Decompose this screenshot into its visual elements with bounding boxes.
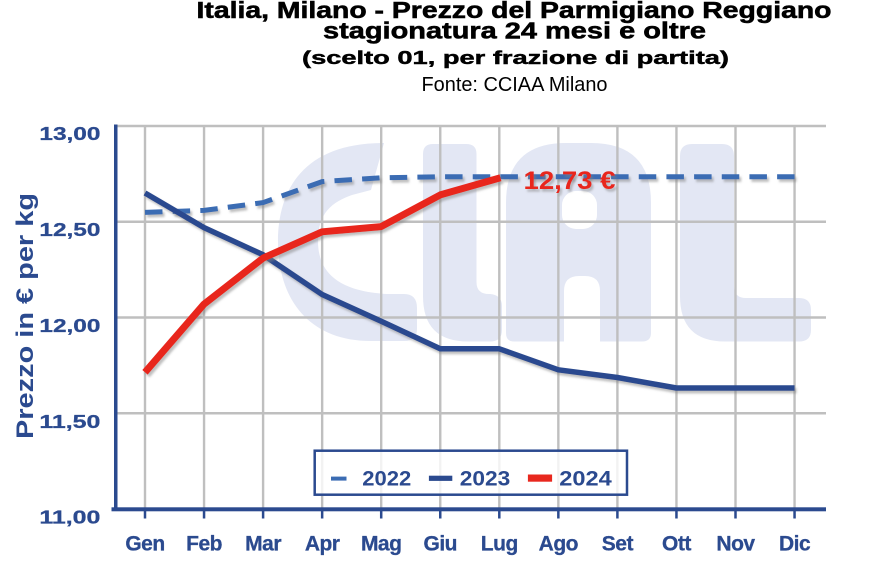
svg-text:Giu: Giu	[424, 533, 458, 556]
svg-text:12,73 €: 12,73 €	[524, 167, 616, 195]
svg-text:stagionatura 24 mesi e oltre: stagionatura 24 mesi e oltre	[323, 18, 706, 44]
svg-text:(scelto 01, per frazione di pa: (scelto 01, per frazione di partita)	[302, 47, 729, 68]
svg-text:12,00: 12,00	[39, 315, 100, 336]
svg-text:2023: 2023	[460, 468, 511, 491]
svg-text:Set: Set	[602, 533, 634, 556]
svg-text:Fonte: CCIAA Milano: Fonte: CCIAA Milano	[422, 74, 608, 96]
svg-text:Prezzo in € per kg: Prezzo in € per kg	[12, 193, 39, 439]
svg-text:13,00: 13,00	[39, 123, 100, 144]
svg-text:Dic: Dic	[779, 533, 811, 556]
svg-text:Italia, Milano - Prezzo del Pa: Italia, Milano - Prezzo del Parmigiano R…	[197, 0, 832, 23]
svg-text:Feb: Feb	[186, 533, 222, 556]
svg-text:Mag: Mag	[361, 533, 402, 556]
svg-text:Apr: Apr	[305, 533, 340, 556]
svg-text:2022: 2022	[362, 468, 411, 491]
svg-text:Gen: Gen	[125, 533, 164, 556]
svg-text:2024: 2024	[559, 468, 612, 491]
svg-text:Nov: Nov	[716, 533, 755, 556]
svg-text:Ago: Ago	[539, 533, 578, 556]
svg-text:12,50: 12,50	[39, 219, 100, 240]
svg-text:Mar: Mar	[245, 533, 281, 556]
svg-text:11,00: 11,00	[39, 507, 100, 528]
svg-text:Lug: Lug	[481, 533, 518, 556]
svg-text:11,50: 11,50	[39, 411, 100, 432]
svg-text:Ott: Ott	[662, 533, 691, 556]
